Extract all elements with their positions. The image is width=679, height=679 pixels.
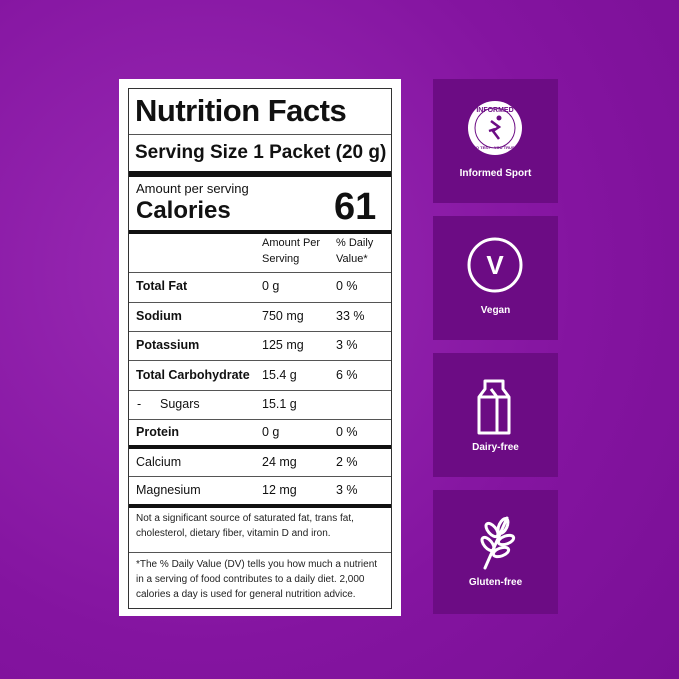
nutrient-name: Protein [136,425,180,439]
badge-label: Vegan [480,305,511,316]
nutrient-amount: 750 mg [262,309,304,323]
footnote: Not a significant source of saturated fa… [136,513,354,524]
nutrient-name: Total Carbohydrate [136,368,250,382]
logo-subtext: NO TEST · YOU TRUST [473,145,517,150]
daily-value: 0 % [336,279,358,293]
footnote: in a serving of food contributes to a da… [136,574,365,585]
badge-icon: INFORMED NO TEST · YOU TRUST [468,101,522,155]
rule [129,445,391,449]
nutrient-amount: 0 g [262,425,280,439]
nutrient-amount: 0 g [262,279,280,293]
rule [129,331,391,332]
footnote: *The % Daily Value (DV) tells you how mu… [136,559,378,570]
daily-value: 3 % [336,338,358,352]
daily-value: 0 % [336,425,358,439]
badge: V Vegan [433,216,558,340]
nutrient-amount: 15.1 g [262,397,297,411]
serving-size: Serving Size 1 Packet (20 g) [135,142,387,163]
logo-text: V [486,250,504,280]
calories-label: Calories [136,197,231,224]
footnote: calories a day is used for general nutri… [136,589,356,600]
daily-value: 2 % [336,455,358,469]
nutrient-name: Total Fat [136,279,188,293]
badge-label: Dairy-free [472,442,519,453]
amount-per-serving: Amount per serving [136,181,249,196]
column-header: Amount Per [262,237,321,249]
nutrient-name: Sodium [136,309,182,323]
rule [129,230,391,234]
daily-value: 3 % [336,483,358,497]
nutrient-amount: 24 mg [262,455,297,469]
column-header: Value* [336,253,368,265]
nutrient-name: Potassium [136,338,200,352]
badge-icon [477,379,511,435]
logo-text: INFORMED [476,107,513,114]
nutrient-name: Sugars [160,397,200,411]
badge-label: Informed Sport [459,168,532,179]
rule [129,272,391,273]
rule [129,476,391,477]
daily-value: 33 % [336,309,365,323]
column-header: % Daily [336,237,374,249]
footnote: cholesterol, dietary fiber, vitamin D an… [136,528,331,539]
column-header: Serving [262,253,300,265]
rule [129,390,391,391]
rule [129,302,391,303]
rule [129,134,391,135]
nutrient-amount: 12 mg [262,483,297,497]
badge-icon [480,516,516,570]
badge: Dairy-free [433,353,558,477]
label-border [128,88,392,609]
badge-label: Gluten-free [468,577,523,588]
rule [129,171,391,177]
label-title: Nutrition Facts [135,93,347,128]
nutrient-name: Calcium [136,455,182,469]
nutrient-name: Magnesium [136,483,201,497]
rule [129,419,391,420]
rule [129,360,391,361]
nutrient-amount: 125 mg [262,338,304,352]
calories-value: 61 [334,186,377,228]
badge: Gluten-free [433,490,558,614]
badge-icon: V [467,237,523,293]
daily-value: 6 % [336,368,358,382]
rule [129,504,391,508]
row-prefix: - [137,397,142,411]
label-panel [119,79,401,616]
rule [129,552,391,553]
badge: INFORMED NO TEST · YOU TRUST Informed Sp… [433,79,558,203]
nutrient-amount: 15.4 g [262,368,297,382]
